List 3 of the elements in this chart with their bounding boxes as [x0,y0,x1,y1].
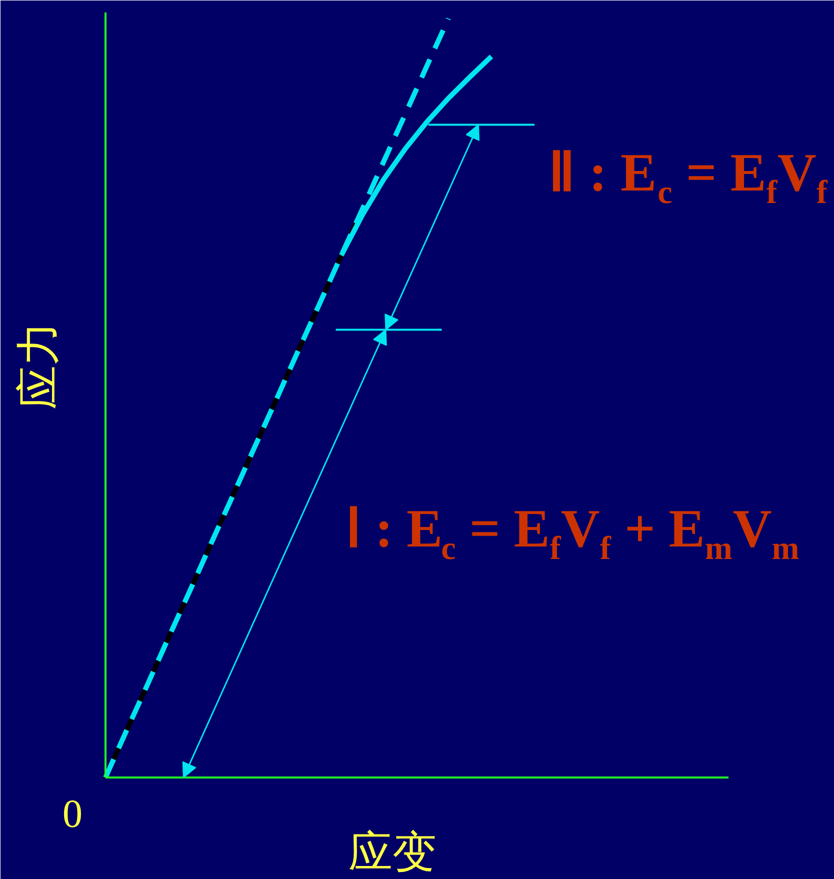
x-axis-title: 应变 [348,827,436,878]
y-axis-title: 应力 [13,322,64,410]
text: 0 [62,791,82,836]
